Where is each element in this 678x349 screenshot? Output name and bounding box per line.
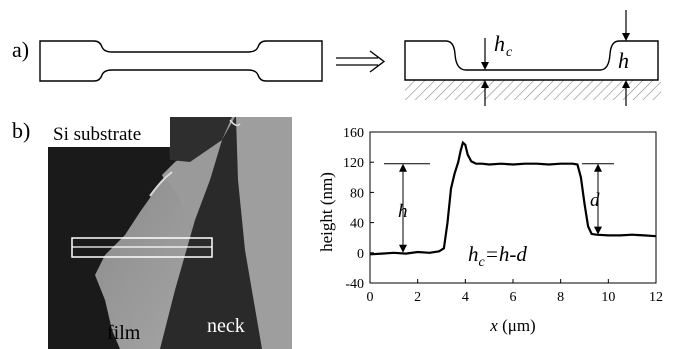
panel-b-label: b): [12, 118, 30, 143]
hc-label: h: [494, 31, 505, 56]
d-arrow-head-top: [594, 163, 602, 172]
h-arrow-head-bottom: [399, 244, 407, 253]
y-axis-label: height (nm): [317, 172, 336, 252]
y-tick-label: 160: [343, 126, 364, 141]
neck-label: neck: [207, 315, 245, 337]
substrate-label: Si substrate: [53, 124, 141, 145]
substrate-hatch: [405, 80, 661, 100]
x-tick-label: 12: [649, 290, 663, 305]
double-arrow-icon: [336, 50, 386, 73]
dogbone-outline: [39, 40, 323, 82]
x-tick-label: 2: [414, 290, 421, 305]
panel-a-label: a): [12, 37, 29, 62]
y-tick-label: 120: [343, 156, 364, 171]
series-line: [369, 140, 657, 256]
y-tick-label: 40: [350, 217, 364, 232]
x-tick-label: 8: [557, 290, 564, 305]
x-tick-label: 0: [367, 290, 374, 305]
chart-d-annotation: d: [590, 190, 600, 211]
cross-section-profile: [404, 40, 659, 81]
micrograph-image: [48, 117, 292, 349]
y-tick-label: 0: [357, 247, 364, 262]
x-axis-label: x (μm): [489, 316, 535, 335]
h-arrows: [622, 10, 630, 106]
d-arrow-head-bottom: [594, 226, 602, 235]
hc-arrows: [481, 38, 489, 106]
h-arrow-head-top: [399, 163, 407, 172]
y-tick-label: 80: [350, 186, 364, 201]
y-tick-label: -40: [345, 277, 364, 292]
x-tick-label: 6: [510, 290, 517, 305]
y-axis-ticks: -40 0 40 80 120 160: [343, 126, 374, 292]
chart-h-annotation: h: [398, 201, 408, 222]
x-tick-label: 4: [462, 290, 469, 305]
substrate-label-box: [48, 117, 170, 147]
film-label: film: [107, 322, 141, 344]
formula-main: hc=h-d: [468, 242, 527, 270]
x-tick-label: 10: [601, 290, 615, 305]
h-label: h: [618, 48, 629, 73]
hc-label-subscript: c: [506, 45, 513, 60]
x-axis-ticks: 0 2 4 6 8 10 12: [367, 279, 663, 305]
